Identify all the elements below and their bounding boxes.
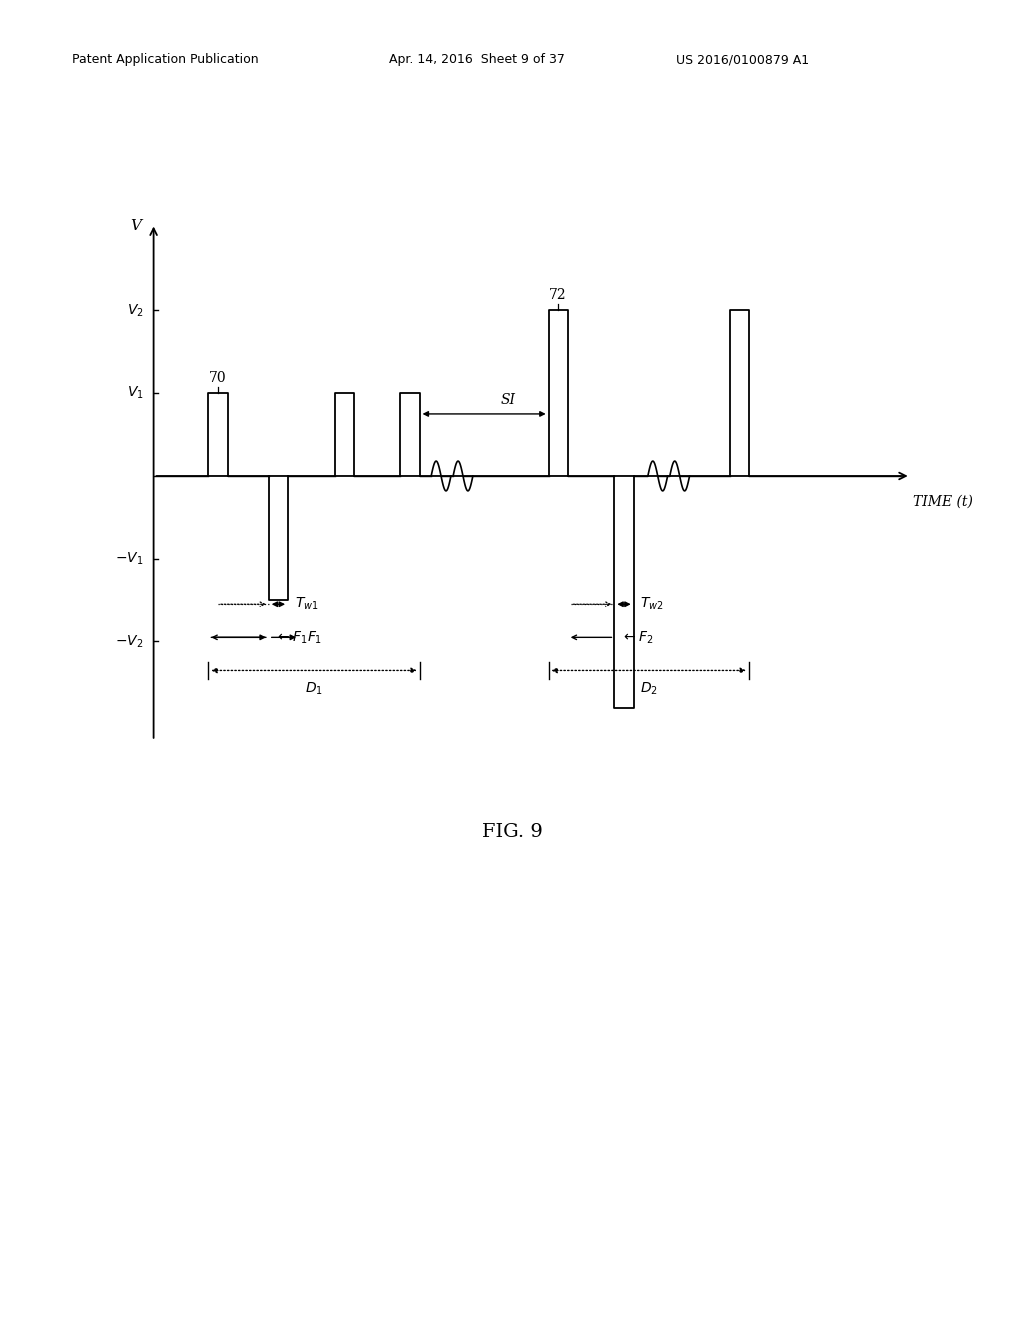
- Text: TIME (t): TIME (t): [913, 494, 973, 508]
- Text: $\leftarrow F_2$: $\leftarrow F_2$: [621, 630, 653, 645]
- Text: $D_1$: $D_1$: [305, 680, 323, 697]
- Text: $F_1$: $F_1$: [307, 630, 323, 645]
- Text: $-V_2$: $-V_2$: [116, 634, 143, 649]
- Text: $V_1$: $V_1$: [127, 385, 143, 401]
- Text: US 2016/0100879 A1: US 2016/0100879 A1: [676, 53, 809, 66]
- Text: V: V: [130, 219, 141, 234]
- Text: $T_{w1}$: $T_{w1}$: [295, 597, 318, 612]
- Text: $T_{w2}$: $T_{w2}$: [640, 597, 664, 612]
- Text: Apr. 14, 2016  Sheet 9 of 37: Apr. 14, 2016 Sheet 9 of 37: [389, 53, 565, 66]
- Text: FIG. 9: FIG. 9: [481, 822, 543, 841]
- Text: SI: SI: [501, 393, 515, 408]
- Text: $D_2$: $D_2$: [640, 680, 657, 697]
- Text: Patent Application Publication: Patent Application Publication: [72, 53, 258, 66]
- Text: 72: 72: [549, 288, 567, 302]
- Text: $V_2$: $V_2$: [127, 302, 143, 318]
- Text: 70: 70: [209, 371, 227, 385]
- Text: $\leftarrow F_1$: $\leftarrow F_1$: [275, 630, 307, 645]
- Text: $-V_1$: $-V_1$: [116, 550, 143, 566]
